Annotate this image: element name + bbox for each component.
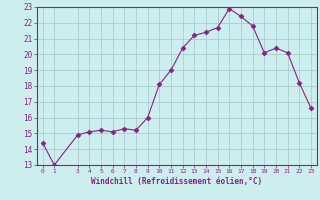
X-axis label: Windchill (Refroidissement éolien,°C): Windchill (Refroidissement éolien,°C) [91,177,262,186]
